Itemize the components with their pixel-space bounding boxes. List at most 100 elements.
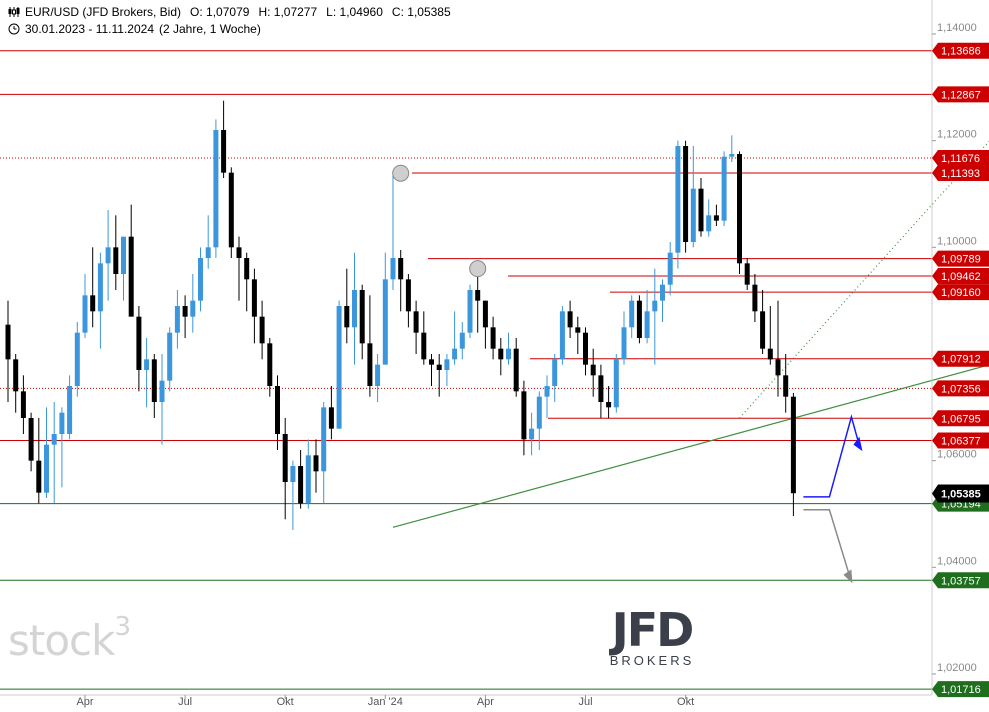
candle-body (221, 130, 227, 173)
candle-body (97, 263, 103, 312)
level-badge: 1,01716 (932, 681, 989, 698)
level-badge: 1,09462 (932, 268, 989, 285)
candle (590, 348, 596, 397)
candle-body (513, 348, 519, 392)
y-tick-label: 1,10000 (937, 235, 977, 247)
candle (575, 316, 581, 354)
rising-trendline (392, 364, 989, 528)
candle-body (390, 258, 396, 280)
candle-body (5, 324, 11, 360)
projection-down-head (843, 569, 853, 584)
candlestick-chart-icon (8, 6, 20, 18)
candle (205, 215, 211, 269)
candle-body (606, 402, 612, 408)
stock3-watermark: stock3 (8, 612, 131, 665)
candle-body (752, 284, 758, 312)
candle (421, 311, 427, 365)
last-price-badge: 1,05385 (932, 484, 989, 503)
candle (336, 300, 342, 429)
candle-body (444, 359, 450, 370)
candle-body (506, 348, 511, 360)
candle-body (636, 300, 642, 338)
level-badge-label: 1,03757 (941, 575, 981, 587)
candle (67, 375, 73, 440)
candle-body (559, 311, 565, 360)
candle (82, 274, 88, 338)
candle (128, 204, 134, 317)
last-price-label: 1,05385 (941, 488, 981, 500)
candle-body (59, 412, 65, 434)
candle-body (767, 348, 773, 360)
circle-marker (392, 164, 410, 182)
level-badge: 1,07912 (932, 350, 989, 367)
level-badge-label: 1,07356 (941, 383, 981, 395)
y-tick-label: 1,02000 (937, 662, 977, 674)
x-tick-label: Okt (277, 696, 294, 708)
candle (59, 407, 65, 488)
candle (5, 300, 11, 402)
level-badge-shape (932, 250, 989, 267)
logo-jfd: JFD (611, 603, 695, 657)
candle (398, 250, 404, 312)
level-badge-shape (932, 410, 989, 427)
candle-body (498, 348, 504, 360)
candle-body (128, 236, 134, 317)
candle (382, 252, 388, 365)
candle-body (67, 386, 73, 434)
candle-body (44, 444, 49, 493)
y-tick-label: 1,06000 (937, 449, 977, 461)
clock-icon (8, 23, 20, 35)
candle (536, 391, 542, 450)
candle-body (151, 359, 157, 402)
candle-body (74, 332, 80, 386)
candle-body (521, 391, 527, 440)
candle-body (660, 284, 665, 301)
candle (583, 327, 588, 376)
candle-body (236, 247, 242, 258)
candle (737, 151, 742, 274)
candle (767, 306, 773, 365)
candle (228, 167, 234, 258)
candle-body (105, 247, 111, 264)
candle (559, 306, 565, 365)
candle (167, 327, 173, 392)
level-badge: 1,11393 (932, 165, 989, 182)
level-badge-shape (932, 165, 989, 182)
candle-body (467, 290, 473, 333)
candle-body (198, 258, 203, 301)
candle-body (182, 306, 188, 317)
candle (698, 178, 704, 237)
candle (90, 247, 96, 328)
candle (405, 274, 411, 328)
level-badge-label: 1,07912 (941, 354, 981, 366)
level-badge-label: 1,01716 (941, 684, 981, 696)
candle-body (590, 364, 596, 376)
candle-body (783, 375, 789, 397)
close-value: 1,05385 (407, 5, 451, 19)
candle (760, 290, 766, 354)
candle-body (529, 428, 535, 440)
candle (721, 151, 727, 226)
candle (159, 354, 165, 445)
candle (105, 210, 111, 301)
candle (352, 252, 357, 365)
candle-body (737, 154, 742, 264)
candle (752, 274, 758, 322)
level-badge-shape (932, 86, 989, 103)
candle (713, 204, 719, 226)
level-badge-label: 1,09789 (941, 254, 981, 266)
watermark-text: stock (8, 616, 115, 665)
candle (513, 338, 519, 397)
candle (74, 322, 80, 397)
candle (390, 173, 396, 290)
candle-body (760, 311, 766, 349)
candle (552, 354, 558, 402)
candle-body (267, 343, 273, 386)
candle (613, 354, 619, 413)
candle-body (121, 236, 126, 274)
level-badge: 1,06795 (932, 410, 989, 427)
level-badge-shape (932, 350, 989, 367)
level-badge: 1,09160 (932, 284, 989, 301)
candle-body (259, 316, 265, 344)
